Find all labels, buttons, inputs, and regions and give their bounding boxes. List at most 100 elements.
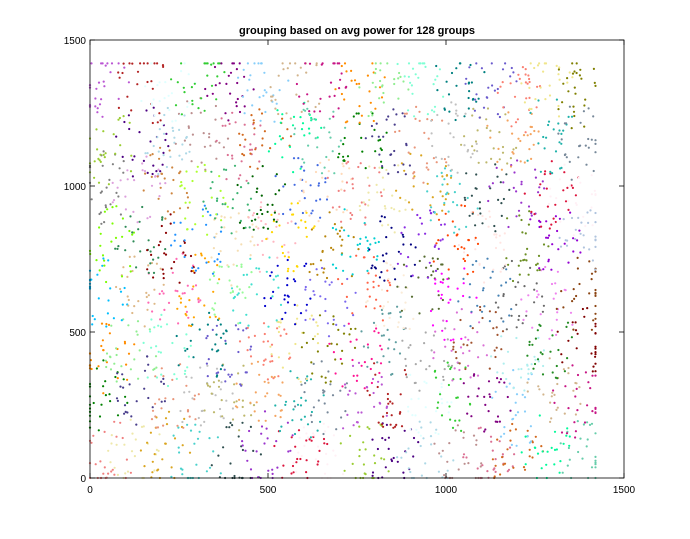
data-point-group-88 — [308, 214, 311, 217]
data-point-group-66 — [137, 228, 140, 231]
data-point-group-70 — [259, 206, 262, 209]
data-point-group-67 — [161, 268, 164, 271]
data-point-group-84 — [201, 215, 204, 218]
data-point-group-120 — [320, 63, 323, 66]
data-point-group-121 — [334, 88, 337, 91]
data-point-group-119 — [282, 68, 285, 71]
data-point-group-2 — [107, 449, 110, 452]
data-point-group-14 — [522, 466, 526, 469]
data-point-group-119 — [288, 62, 292, 65]
data-point-group-122 — [374, 62, 377, 65]
data-point-group-60 — [429, 309, 433, 313]
data-point-group-20 — [215, 367, 219, 370]
data-point-group-106 — [401, 112, 404, 115]
data-point-group-53 — [240, 265, 243, 268]
data-point-group-112 — [565, 122, 568, 125]
data-point-group-123 — [442, 95, 445, 98]
data-point-group-111 — [551, 172, 554, 175]
data-point-group-82 — [141, 162, 144, 165]
data-point-group-32 — [567, 407, 570, 410]
data-point-group-114 — [117, 71, 120, 74]
data-point-group-21 — [212, 381, 215, 384]
data-point-group-89 — [364, 223, 367, 226]
data-point-group-20 — [197, 416, 200, 420]
data-point-group-107 — [412, 177, 415, 180]
x-tick-label-0: 0 — [87, 485, 93, 496]
data-point-group-4 — [186, 423, 189, 426]
data-point-group-75 — [399, 252, 402, 255]
data-point-group-65 — [128, 229, 131, 233]
data-point-group-95 — [544, 170, 547, 173]
data-point-group-117 — [238, 110, 242, 114]
data-point-group-59 — [418, 259, 421, 263]
data-point-group-54 — [275, 319, 278, 322]
data-point-group-73 — [375, 258, 378, 261]
data-point-group-43 — [418, 389, 421, 392]
data-point-group-53 — [235, 264, 238, 267]
data-point-group-127 — [557, 104, 560, 108]
data-point-group-12 — [448, 442, 451, 445]
data-point-group-114 — [162, 65, 165, 68]
data-point-group-82 — [111, 201, 114, 204]
data-point-group-115 — [163, 97, 166, 100]
data-point-group-45 — [459, 318, 462, 322]
data-point-group-112 — [587, 137, 590, 141]
data-point-group-10 — [384, 466, 387, 469]
data-point-group-107 — [443, 158, 446, 161]
data-point-group-12 — [446, 460, 449, 463]
data-point-group-117 — [227, 119, 230, 122]
data-point-group-21 — [217, 379, 220, 382]
data-point-group-72 — [350, 275, 353, 278]
data-point-group-46 — [523, 389, 526, 392]
data-point-group-42 — [380, 334, 383, 337]
data-point-group-111 — [558, 141, 561, 144]
data-point-group-70 — [261, 253, 264, 256]
data-point-group-13 — [506, 470, 509, 473]
data-point-group-80 — [565, 244, 569, 247]
data-point-group-54 — [255, 267, 258, 270]
data-point-group-77 — [488, 215, 492, 218]
data-point-group-91 — [449, 176, 453, 179]
data-point-group-82 — [124, 195, 127, 198]
data-point-group-19 — [182, 426, 185, 429]
data-point-group-68 — [174, 233, 177, 236]
data-point-group-3 — [151, 471, 154, 474]
data-point-group-4 — [181, 473, 184, 476]
data-point-group-115 — [187, 73, 190, 76]
data-point-group-56 — [304, 288, 307, 291]
data-point-group-104 — [328, 117, 331, 120]
data-point-group-103 — [291, 124, 295, 127]
data-point-group-49 — [101, 264, 104, 267]
data-point-group-78 — [536, 269, 539, 272]
data-point-group-87 — [303, 169, 306, 172]
data-point-group-13 — [477, 427, 480, 430]
data-point-group-73 — [349, 255, 352, 258]
data-point-group-105 — [374, 150, 377, 153]
data-point-group-56 — [319, 295, 322, 298]
data-point-group-34 — [109, 356, 112, 359]
data-point-group-97 — [97, 181, 101, 184]
data-point-group-34 — [127, 324, 130, 327]
data-point-group-128 — [592, 67, 596, 70]
data-point-group-110 — [510, 132, 514, 135]
data-point-group-99 — [166, 106, 169, 110]
y-tick-label-1500: 1500 — [64, 36, 87, 47]
data-point-group-121 — [358, 105, 361, 108]
data-point-group-36 — [215, 350, 218, 353]
data-point-group-84 — [215, 213, 218, 216]
data-point-group-61 — [500, 284, 503, 287]
data-point-group-22 — [281, 381, 284, 384]
data-point-group-28 — [434, 369, 437, 372]
data-point-group-90 — [391, 194, 394, 197]
data-point-group-19 — [154, 375, 157, 378]
data-point-group-40 — [334, 358, 337, 361]
data-point-group-53 — [213, 313, 216, 316]
data-point-group-38 — [266, 378, 269, 381]
data-point-group-98 — [145, 109, 148, 112]
data-point-group-45 — [452, 348, 455, 351]
data-point-group-32 — [560, 431, 564, 434]
data-point-group-78 — [517, 264, 520, 267]
data-point-group-103 — [288, 145, 292, 148]
data-point-group-25 — [366, 386, 369, 389]
data-point-group-15 — [568, 435, 571, 438]
